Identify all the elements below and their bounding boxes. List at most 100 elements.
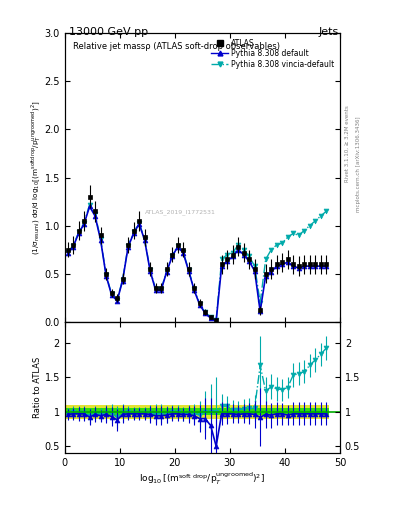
Bar bbox=[301, 405, 307, 419]
Bar bbox=[323, 408, 329, 415]
Bar bbox=[125, 408, 131, 415]
Bar bbox=[175, 408, 180, 415]
Bar bbox=[241, 408, 246, 415]
Bar bbox=[301, 408, 307, 415]
Bar bbox=[213, 408, 219, 415]
Bar bbox=[307, 408, 312, 415]
Bar bbox=[219, 405, 224, 419]
Bar bbox=[147, 408, 153, 415]
Bar bbox=[263, 405, 268, 419]
Bar bbox=[114, 408, 120, 415]
Bar bbox=[81, 408, 87, 415]
Bar bbox=[103, 405, 109, 419]
Bar bbox=[219, 408, 224, 415]
Bar bbox=[202, 405, 208, 419]
Bar bbox=[114, 405, 120, 419]
Bar bbox=[285, 405, 290, 419]
Bar bbox=[131, 408, 136, 415]
Bar bbox=[70, 408, 76, 415]
Bar bbox=[92, 408, 98, 415]
Bar bbox=[98, 408, 103, 415]
Text: Jets: Jets bbox=[318, 27, 339, 37]
Bar bbox=[246, 405, 252, 419]
Bar bbox=[257, 408, 263, 415]
Bar bbox=[318, 405, 323, 419]
Bar bbox=[279, 405, 285, 419]
Bar bbox=[158, 405, 164, 419]
Bar bbox=[65, 405, 70, 419]
Bar bbox=[290, 405, 296, 419]
Bar bbox=[263, 408, 268, 415]
Bar bbox=[186, 408, 191, 415]
Bar bbox=[246, 408, 252, 415]
Bar bbox=[296, 405, 301, 419]
Bar bbox=[175, 405, 180, 419]
Bar bbox=[98, 405, 103, 419]
Bar bbox=[147, 405, 153, 419]
Bar bbox=[307, 405, 312, 419]
Bar bbox=[213, 405, 219, 419]
Bar bbox=[197, 408, 202, 415]
Text: 13000 GeV pp: 13000 GeV pp bbox=[69, 27, 148, 37]
Bar bbox=[274, 408, 279, 415]
Text: Relative jet massρ (ATLAS soft-drop observables): Relative jet massρ (ATLAS soft-drop obse… bbox=[73, 42, 280, 51]
Bar bbox=[180, 408, 186, 415]
Bar bbox=[169, 408, 175, 415]
Bar bbox=[131, 405, 136, 419]
Bar bbox=[252, 408, 257, 415]
Bar bbox=[268, 408, 274, 415]
Text: ATLAS_2019_I1772531: ATLAS_2019_I1772531 bbox=[145, 209, 216, 215]
Bar bbox=[312, 405, 318, 419]
Bar bbox=[224, 408, 230, 415]
Bar bbox=[191, 405, 197, 419]
Bar bbox=[103, 408, 109, 415]
Bar bbox=[92, 405, 98, 419]
Bar bbox=[290, 408, 296, 415]
Bar bbox=[87, 405, 92, 419]
Bar bbox=[125, 405, 131, 419]
X-axis label: $\log_{10}$[(m$^{\mathrm{soft\ drop}}$/p$_T^{\mathrm{ungroomed}}$)$^2$]: $\log_{10}$[(m$^{\mathrm{soft\ drop}}$/p… bbox=[140, 471, 265, 487]
Bar bbox=[142, 408, 147, 415]
Bar bbox=[109, 408, 114, 415]
Bar bbox=[142, 405, 147, 419]
Bar bbox=[191, 408, 197, 415]
Bar bbox=[318, 408, 323, 415]
Bar bbox=[208, 405, 213, 419]
Bar bbox=[202, 408, 208, 415]
Bar bbox=[109, 405, 114, 419]
Bar bbox=[252, 405, 257, 419]
Legend: ATLAS, Pythia 8.308 default, Pythia 8.308 vincia-default: ATLAS, Pythia 8.308 default, Pythia 8.30… bbox=[210, 37, 336, 70]
Bar bbox=[70, 405, 76, 419]
Bar bbox=[285, 408, 290, 415]
Bar bbox=[323, 405, 329, 419]
Bar bbox=[180, 405, 186, 419]
Bar bbox=[224, 405, 230, 419]
Bar bbox=[158, 408, 164, 415]
Bar bbox=[153, 408, 158, 415]
Bar bbox=[87, 408, 92, 415]
Bar bbox=[208, 408, 213, 415]
Bar bbox=[241, 405, 246, 419]
Bar bbox=[153, 405, 158, 419]
Bar bbox=[296, 408, 301, 415]
Bar bbox=[312, 408, 318, 415]
Bar bbox=[230, 405, 235, 419]
Text: Rivet 3.1.10, ≥ 3.2M events: Rivet 3.1.10, ≥ 3.2M events bbox=[345, 105, 350, 182]
Bar bbox=[81, 405, 87, 419]
Bar bbox=[257, 405, 263, 419]
Bar bbox=[136, 408, 142, 415]
Bar bbox=[268, 405, 274, 419]
Y-axis label: (1/σ$_{\mathrm{resumi}}$) dσ/d log$_{10}$[(m$^{\mathrm{soft drop}}$/p$_T^{\mathr: (1/σ$_{\mathrm{resumi}}$) dσ/d log$_{10}… bbox=[29, 100, 43, 255]
Bar bbox=[197, 405, 202, 419]
Bar bbox=[164, 408, 169, 415]
Bar bbox=[76, 405, 81, 419]
Bar bbox=[164, 405, 169, 419]
Bar bbox=[136, 405, 142, 419]
Text: mcplots.cern.ch [arXiv:1306.3436]: mcplots.cern.ch [arXiv:1306.3436] bbox=[356, 116, 361, 211]
Bar bbox=[235, 405, 241, 419]
Bar bbox=[230, 408, 235, 415]
Bar bbox=[186, 405, 191, 419]
Y-axis label: Ratio to ATLAS: Ratio to ATLAS bbox=[33, 357, 42, 418]
Bar bbox=[169, 405, 175, 419]
Bar bbox=[120, 408, 125, 415]
